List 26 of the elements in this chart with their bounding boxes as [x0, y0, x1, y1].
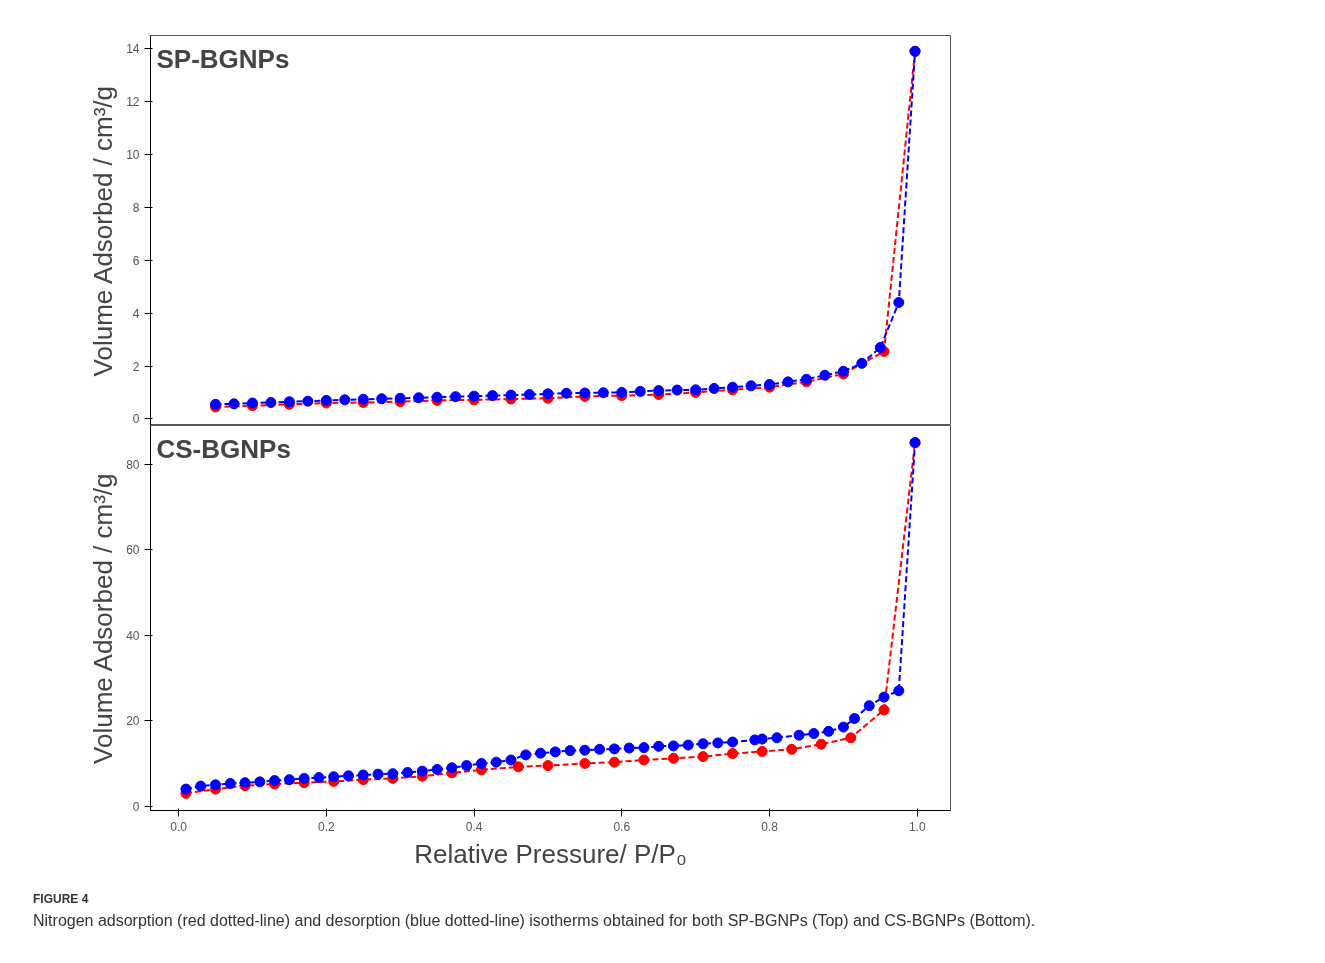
- x-tick-label: 0.2: [317, 819, 335, 834]
- y-tick-label: 10: [126, 147, 140, 162]
- y-tick-label: 14: [126, 42, 140, 57]
- chart-title: CS-BGNPs: [156, 433, 291, 464]
- y-tick-label: 60: [126, 543, 140, 558]
- caption: FIGURE 4: [33, 891, 89, 908]
- x-tick-label: 0.8: [761, 819, 779, 834]
- x-tick-label: 0.0: [170, 819, 188, 834]
- y-tick-label: 0: [132, 412, 140, 427]
- x-tick-label: 0.4: [465, 819, 483, 834]
- chart-title: SP-BGNPs: [156, 43, 290, 74]
- x-tick-label: 0.6: [613, 819, 631, 834]
- y-tick-label: 80: [126, 457, 140, 472]
- y-tick-label: 6: [132, 253, 140, 268]
- x-axis-title: Relative Pressure/ P/P₀: [414, 838, 687, 869]
- y-tick-label: 8: [132, 200, 140, 215]
- y-tick-label: 4: [132, 306, 140, 321]
- x-tick-label: 1.0: [908, 819, 926, 834]
- y-tick-label: 40: [126, 628, 140, 643]
- y-tick-label: 2: [132, 359, 140, 374]
- text: Nitrogen adsorption (red dotted-line) and desorption (blue dotted-line) isotherms obtained for both SP-BGNPs (Top) and CS-BGNPs (Bottom).: [33, 911, 1036, 932]
- y-axis-title: Volume Adsorbed / cm³/g: [88, 85, 119, 377]
- y-tick-label: 12: [126, 95, 140, 110]
- y-tick-label: 0: [132, 799, 140, 814]
- y-tick-label: 20: [126, 714, 140, 729]
- y-axis-title: Volume Adsorbed / cm³/g: [88, 473, 119, 764]
